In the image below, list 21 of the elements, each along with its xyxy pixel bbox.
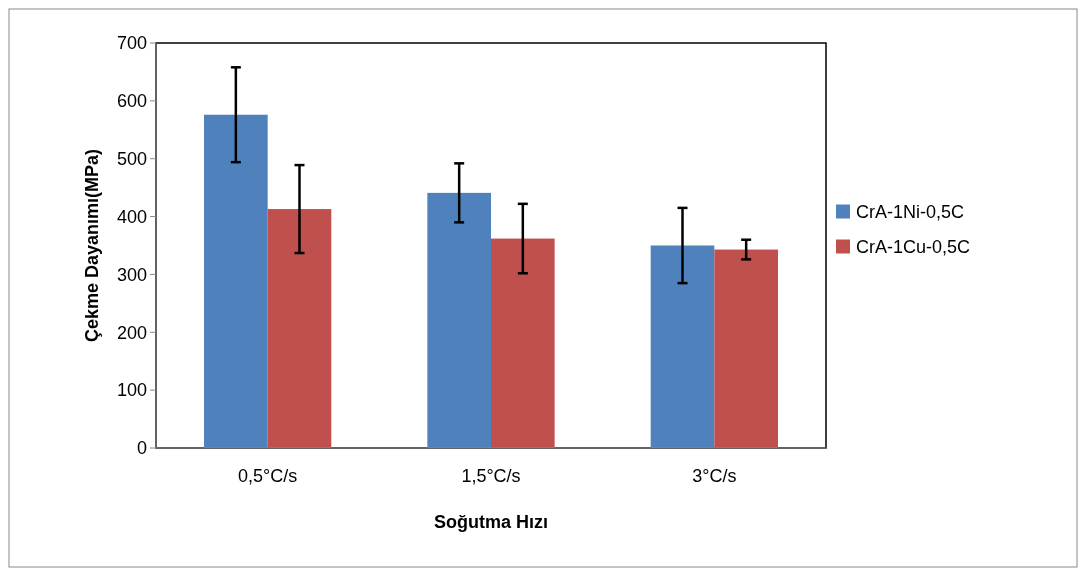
y-tick-label: 100 [116,380,147,401]
bar [491,238,555,448]
y-tick-label: 400 [116,206,147,227]
bar [267,209,332,448]
y-axis-title: Çekme Dayanımı(MPa) [82,148,102,343]
y-tick-label: 300 [116,264,147,285]
bar [427,192,491,448]
y-tick-label: 0 [136,438,147,459]
x-tick-label: 1,5°C/s [461,466,521,486]
bar [714,249,778,448]
y-tick-label: 500 [116,149,147,170]
y-tick-label: 700 [116,33,147,54]
x-tick-label: 0,5°C/s [238,466,298,486]
bar [650,245,715,448]
bar [204,114,268,448]
x-tick-label: 3°C/s [692,466,737,486]
legend-label: CrA-1Cu-0,5C [856,236,971,257]
y-tick-label: 600 [116,91,147,112]
x-axis-title: Soğutma Hızı [433,512,549,532]
y-tick-label: 200 [116,322,147,343]
legend-label: CrA-1Ni-0,5C [856,201,965,222]
